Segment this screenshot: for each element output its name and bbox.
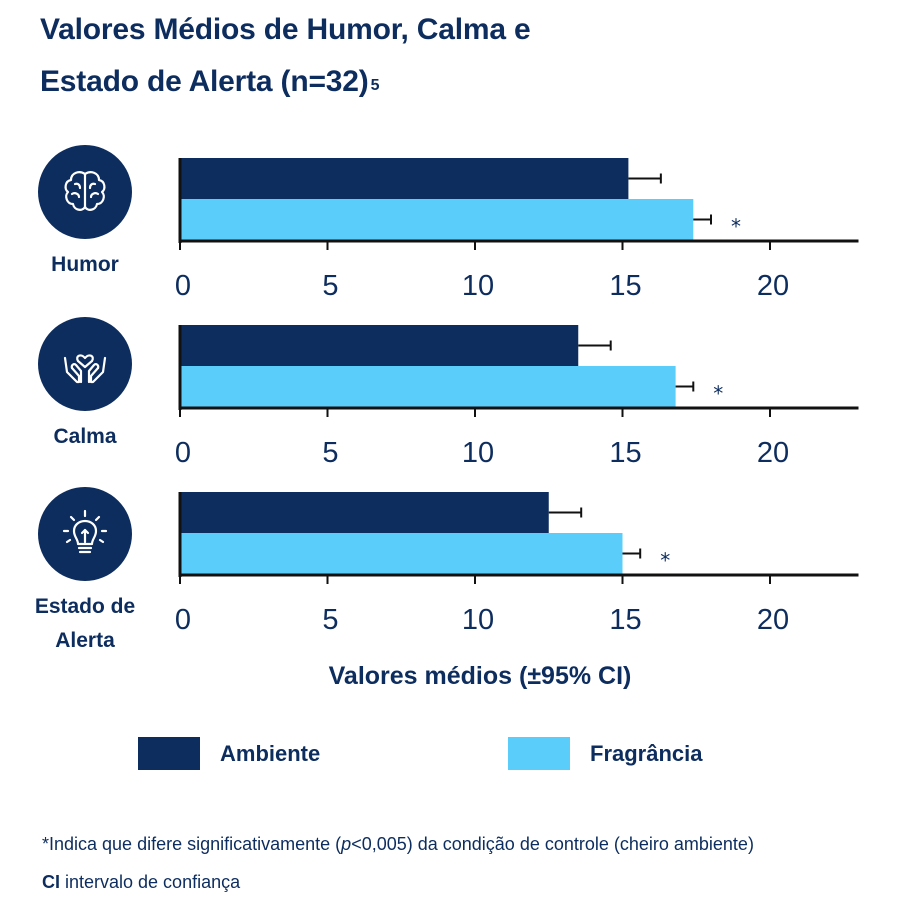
x-tick-label-2-0: 0	[175, 604, 191, 636]
significance-marker-1: *	[713, 382, 723, 406]
bar-2-1	[180, 533, 623, 574]
x-tick-label-1-5: 5	[322, 437, 338, 469]
x-tick-label-0-15: 15	[609, 270, 641, 302]
chart-title-line2-text: Estado de Alerta (n=32)	[40, 65, 369, 98]
category-label-alerta-line1: Estado de	[34, 595, 136, 618]
bar-2-0	[180, 492, 549, 533]
footnote-ci: CI intervalo de confiança	[42, 872, 240, 893]
bar-0-1	[180, 199, 694, 240]
footnote-suffix: <0,005) da condição de controle (cheiro …	[351, 834, 754, 854]
brain-icon	[38, 145, 132, 239]
x-tick-label-2-5: 5	[322, 604, 338, 636]
footnote-prefix: *Indica que difere significativamente (	[42, 834, 342, 854]
chart-title-line2: Estado de Alerta (n=32) 5	[40, 56, 530, 108]
legend-swatch-ambiente	[138, 737, 200, 770]
significance-marker-2: *	[660, 549, 670, 573]
x-axis-title: Valores médios (±95% CI)	[328, 662, 632, 690]
x-tick-label-1-20: 20	[757, 437, 789, 469]
legend-label-ambiente: Ambiente	[220, 740, 321, 766]
x-tick-label-2-15: 15	[609, 604, 641, 636]
x-tick-label-2-20: 20	[757, 604, 789, 636]
category-label-calma-line1: Calma	[53, 425, 117, 448]
title-superscript: 5	[370, 77, 380, 94]
footnote-significance: *Indica que difere significativamente (p…	[42, 834, 754, 855]
chart-title: Valores Médios de Humor, Calma e Estado …	[40, 4, 531, 108]
ci-text: intervalo de confiança	[60, 872, 241, 892]
bar-0-0	[180, 158, 629, 199]
x-tick-label-0-0: 0	[175, 270, 191, 302]
legend-swatch-fragrancia	[508, 737, 570, 770]
footnote-p: p	[341, 834, 352, 854]
legend-item-fragrancia: Fragrância	[508, 737, 703, 770]
x-tick-label-0-5: 5	[322, 270, 338, 302]
category-label-humor-line1: Humor	[51, 253, 119, 276]
x-tick-label-1-10: 10	[462, 437, 494, 469]
x-tick-label-2-10: 10	[462, 604, 494, 636]
x-tick-label-0-10: 10	[462, 270, 494, 302]
bar-1-0	[180, 325, 579, 366]
category-label-humor: Humor	[20, 248, 150, 282]
x-tick-label-0-20: 20	[757, 270, 789, 302]
legend-item-ambiente: Ambiente	[138, 737, 320, 770]
x-tick-label-1-15: 15	[609, 437, 641, 469]
category-label-alerta-line2: Alerta	[55, 629, 115, 652]
significance-marker-0: *	[731, 215, 741, 239]
legend-label-fragrancia: Fragrância	[590, 740, 703, 766]
category-label-alerta: Estado de Alerta	[20, 590, 150, 658]
ci-abbrev: CI	[42, 872, 60, 892]
x-tick-label-1-0: 0	[175, 437, 191, 469]
heart-hands-icon	[38, 317, 132, 411]
bar-1-1	[180, 366, 676, 407]
chart-title-line1: Valores Médios de Humor, Calma e	[40, 13, 531, 46]
category-label-calma: Calma	[20, 420, 150, 454]
lightbulb-icon	[38, 487, 132, 581]
